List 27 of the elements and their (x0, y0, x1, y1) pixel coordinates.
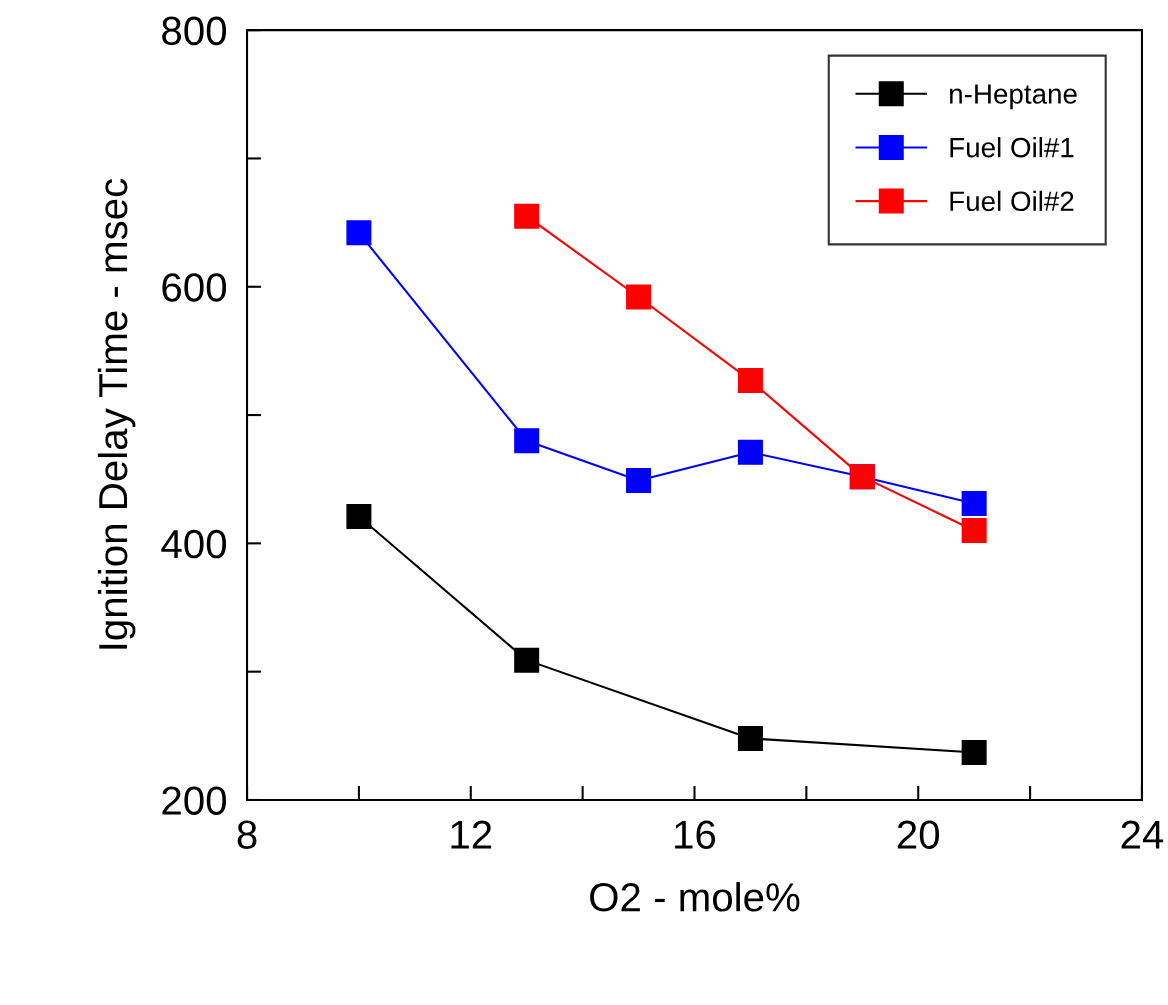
point (626, 467, 652, 494)
point (961, 740, 987, 766)
point (737, 367, 763, 393)
x-axis-title: O2 - mole% (590, 881, 800, 912)
x-tick-label: 16 (675, 820, 716, 850)
legend-label: Fuel Oil#2 (950, 190, 1074, 212)
x-tick-label: 8 (237, 820, 257, 850)
x-tick-label: 24 (1121, 820, 1164, 849)
y-tick-label: 200 (162, 786, 227, 815)
point (514, 647, 540, 673)
y-tick-label: 600 (162, 273, 227, 302)
y-axis-title: Ignition Delay Time - msec (97, 178, 136, 649)
point (514, 203, 540, 229)
legend-label: Fuel Oil#1 (950, 137, 1074, 158)
point (737, 725, 763, 751)
x-tick-label: 20 (897, 820, 940, 850)
point (626, 284, 652, 310)
point (346, 220, 372, 246)
y-tick-label: 400 (161, 529, 227, 559)
x-tick-label: 12 (451, 820, 492, 849)
point (961, 491, 987, 517)
legend-label: n-Heptane (950, 84, 1077, 110)
point (514, 428, 540, 454)
y-tick-label: 800 (162, 16, 227, 46)
point (737, 439, 763, 465)
point (961, 518, 987, 544)
point (346, 503, 372, 529)
